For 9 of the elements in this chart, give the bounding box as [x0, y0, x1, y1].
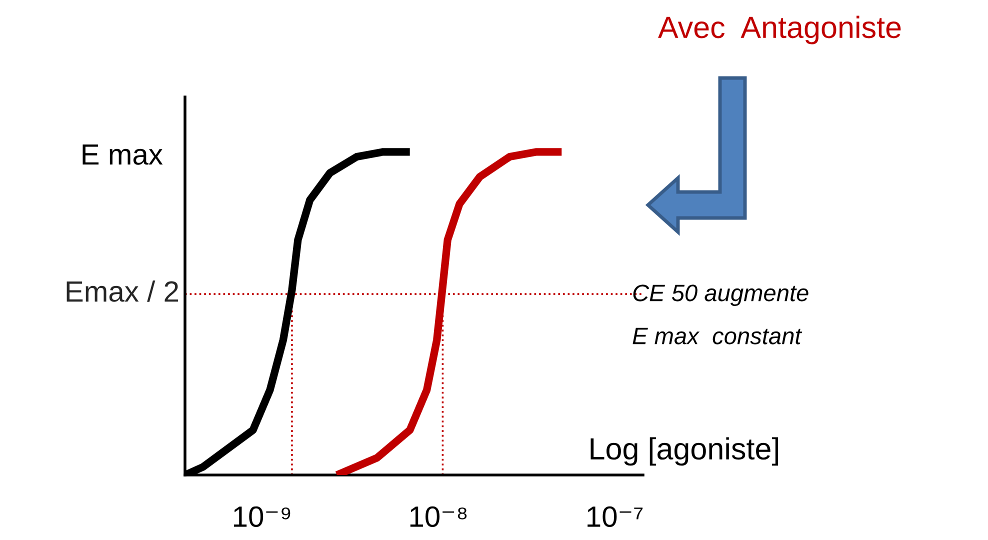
x-axis-title: Log [agoniste] — [590, 437, 778, 466]
x-tick-label: 10⁻⁸ — [410, 506, 467, 527]
x-tick-label: 10⁻⁹ — [234, 506, 290, 527]
annotation: E max constant — [632, 328, 802, 344]
ref-line-label: Emax / 2 — [66, 280, 178, 302]
annotation: CE 50 augmente — [633, 284, 808, 306]
x-tick-label: 10⁻⁷ — [588, 506, 643, 527]
text: Avec Antagoniste — [658, 16, 901, 44]
text: E max — [82, 144, 163, 165]
